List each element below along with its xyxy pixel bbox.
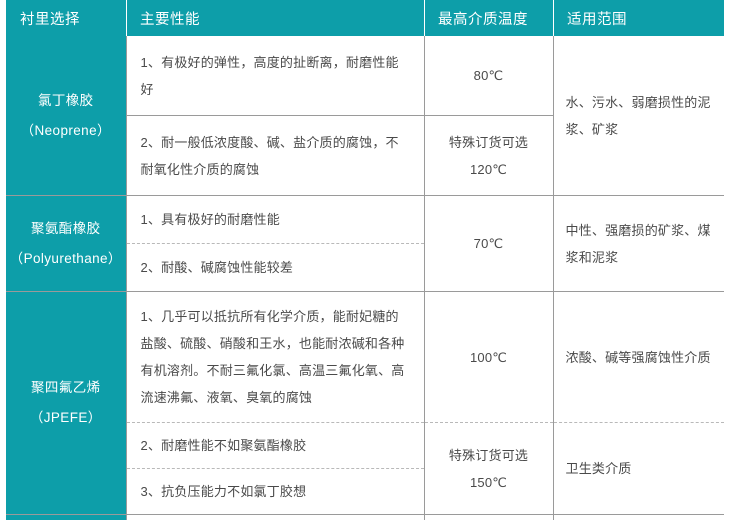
- material-name-en: （Neoprene）: [20, 122, 111, 138]
- table-row: 2、耐酸、碱腐蚀性能较差: [6, 243, 724, 292]
- column-header-applicable-scope: 适用范围: [553, 0, 724, 36]
- table-header: 衬里选择 主要性能 最高介质温度 适用范围: [6, 0, 724, 36]
- table-row: 聚四氟乙烯 （JPEFE） 1、几乎可以抵抗所有化学介质，能耐妃糖的盐酸、硫酸、…: [6, 291, 724, 515]
- temperature-line-1: 100℃: [469, 349, 508, 365]
- temperature-cell: 特殊订货可选 150℃: [423, 422, 554, 515]
- scope-cell: 中性、强磨损的矿浆、煤浆和泥浆: [552, 195, 724, 292]
- lining-selection-table: 衬里选择 主要性能 最高介质温度 适用范围 氯丁橡胶 （Neoprene） 1、…: [6, 0, 724, 520]
- performance-cell: 2、耐磨性能不如聚氨酯橡胶: [125, 422, 425, 469]
- performance-cell: 1、具有极好的耐磨性能: [125, 195, 425, 244]
- table-body: 氯丁橡胶 （Neoprene） 1、有极好的弹性，高度的扯断离，耐磨性能好 80…: [6, 36, 724, 520]
- temperature-cell: 70℃: [423, 195, 554, 292]
- table-row: 2、耐磨性能不如聚氨酯橡胶 特殊订货可选 150℃ 卫生类介质: [6, 422, 724, 515]
- scope-cell: 浓酸、碱等强腐蚀性介质: [552, 514, 724, 520]
- temperature-line-1: 70℃: [473, 236, 504, 251]
- performance-cell: 2、耐一般低浓度酸、碱、盐介质的腐蚀，不耐氧化性介质的腐蚀: [125, 115, 425, 196]
- temperature-cell: 100℃: [423, 291, 554, 423]
- table-row: 聚氨酯橡胶 （Polyurethane） 1、具有极好的耐磨性能 70℃ 中性、…: [6, 195, 724, 292]
- table-row: 氯丁橡胶 （Neoprene） 1、有极好的弹性，高度的扯断离，耐磨性能好 80…: [6, 36, 724, 196]
- material-cell-neoprene: 氯丁橡胶 （Neoprene）: [6, 36, 127, 196]
- temperature-line-1: 80℃: [473, 68, 504, 83]
- material-name-en: （Polyurethane）: [9, 250, 122, 266]
- material-name-cn: 聚四氟乙烯: [31, 380, 101, 395]
- table-row: 2、耐一般低浓度酸、碱、盐介质的腐蚀，不耐氧化性介质的腐蚀 特殊订货可选 120…: [6, 115, 724, 196]
- performance-cell: 1、几乎可以抵抗所有化学介质，能耐妃糖的盐酸、硫酸、硝酸和王水，也能耐浓碱和各种…: [125, 291, 425, 423]
- table-row: 3、抗负压能力不如氯丁胶想: [6, 468, 724, 515]
- temperature-cell: 80℃: [423, 36, 554, 116]
- performance-cell: 1、不耐发烟硝酸、丁基锂，其他化学性能与聚四氟乙烯基本相同: [125, 514, 425, 520]
- column-header-main-performance: 主要性能: [126, 0, 424, 36]
- performance-cell: 2、耐酸、碱腐蚀性能较差: [125, 243, 425, 292]
- material-name-en: （JPEFE）: [29, 410, 102, 425]
- material-name-cn: 聚氨酯橡胶: [31, 220, 101, 236]
- temperature-cell: 100℃: [423, 514, 554, 520]
- temperature-cell: 特殊订货可选 120℃: [423, 115, 554, 196]
- performance-cell: 1、有极好的弹性，高度的扯断离，耐磨性能好: [125, 36, 425, 116]
- performance-cell: 3、抗负压能力不如氯丁胶想: [125, 468, 425, 515]
- temperature-line-2: 150℃: [469, 474, 508, 490]
- column-header-lining-selection: 衬里选择: [6, 0, 126, 36]
- temperature-line-2: 120℃: [469, 161, 508, 177]
- table-header-row: 衬里选择 主要性能 最高介质温度 适用范围: [6, 0, 724, 36]
- column-header-max-medium-temperature: 最高介质温度: [424, 0, 553, 36]
- material-cell-polyurethane: 聚氨酯橡胶 （Polyurethane）: [6, 195, 127, 292]
- material-name-cn: 氯丁橡胶: [37, 92, 94, 108]
- scope-cell: 浓酸、碱等强腐蚀性介质: [552, 291, 724, 423]
- table-row: 聚全氟乙丙烯 （F46） 1、不耐发烟硝酸、丁基锂，其他化学性能与聚四氟乙烯基本…: [6, 514, 724, 520]
- material-cell-f46: 聚全氟乙丙烯 （F46）: [6, 514, 127, 520]
- temperature-line-1: 特殊订货可选: [448, 134, 529, 150]
- temperature-line-1: 特殊订货可选: [448, 447, 529, 463]
- scope-cell: 卫生类介质: [552, 422, 724, 515]
- scope-cell: 水、污水、弱磨损性的泥浆、矿浆: [552, 36, 724, 196]
- material-cell-jpefe: 聚四氟乙烯 （JPEFE）: [6, 291, 127, 515]
